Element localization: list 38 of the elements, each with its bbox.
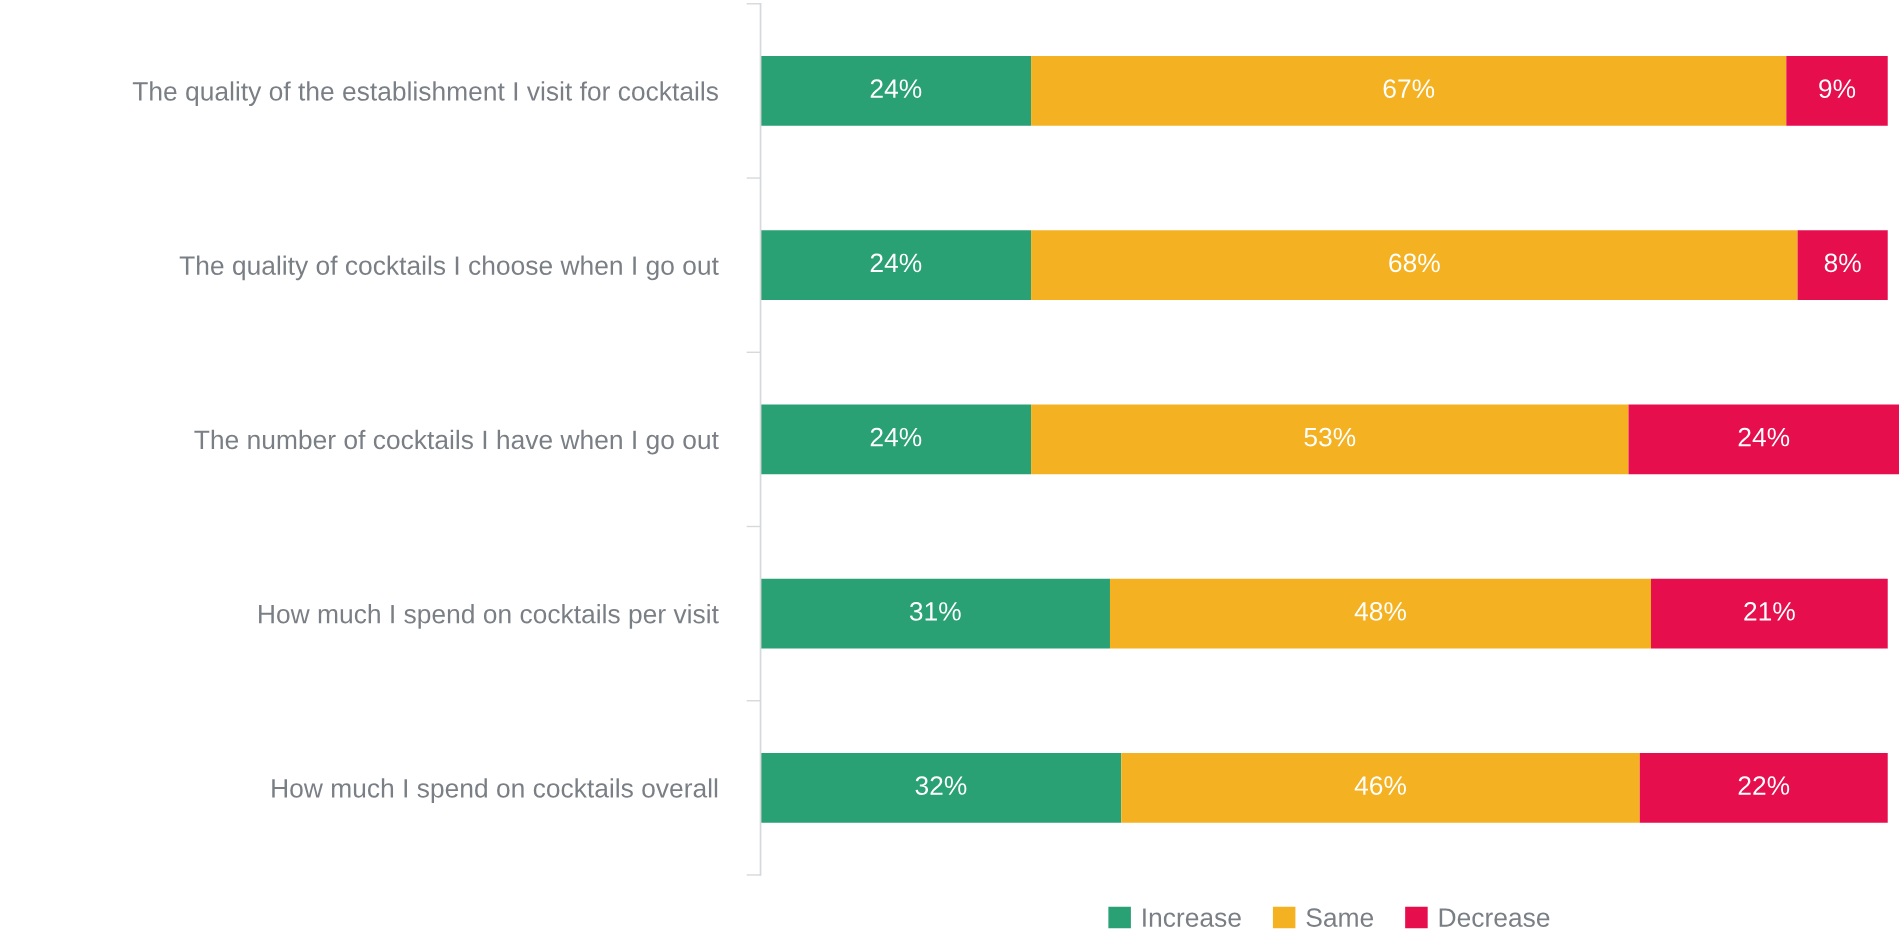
data-label: 48%	[1354, 602, 1406, 621]
bar	[1031, 230, 1798, 300]
data-label: 22%	[1738, 776, 1790, 795]
legend-label: Decrease	[1439, 908, 1550, 927]
bar	[1651, 578, 1888, 649]
bar	[1639, 753, 1888, 823]
bar	[1109, 578, 1652, 649]
data-label: 32%	[915, 776, 967, 795]
bar	[1121, 753, 1640, 823]
data-label: 53%	[1304, 427, 1356, 447]
y-tick-label: How much I spend on cocktails overall	[272, 778, 718, 803]
legend-label: Same	[1306, 908, 1374, 927]
y-tick-label: The quality of the establishment I visit for cocktails	[132, 81, 718, 106]
bar	[1786, 56, 1888, 126]
data-label: 21%	[1744, 602, 1795, 621]
data-label: 24%	[870, 427, 922, 447]
data-label: 24%	[870, 79, 922, 98]
data-label: 9%	[1819, 79, 1856, 98]
bar	[1031, 56, 1787, 126]
bar	[760, 404, 1032, 475]
y-tick-label: The number of cocktails I have when I go out	[194, 429, 719, 455]
bar	[760, 56, 1032, 126]
bar	[1797, 230, 1888, 300]
data-label: 24%	[1738, 427, 1790, 447]
data-label: 31%	[909, 602, 961, 621]
bar	[760, 230, 1032, 300]
data-label: 8%	[1824, 253, 1861, 273]
data-label: 67%	[1383, 79, 1435, 98]
y-tick-label: How much I spend on cocktails per visit	[259, 604, 719, 629]
data-label: 24%	[870, 253, 922, 273]
bar	[1628, 404, 1899, 475]
bar	[1031, 404, 1629, 475]
bar	[760, 578, 1110, 649]
y-tick-label: The quality of cocktails I choose when I go out	[179, 255, 719, 281]
data-label: 68%	[1389, 253, 1440, 273]
legend-label: Increase	[1143, 908, 1241, 927]
data-label: 46%	[1354, 776, 1406, 795]
bar	[760, 753, 1122, 823]
